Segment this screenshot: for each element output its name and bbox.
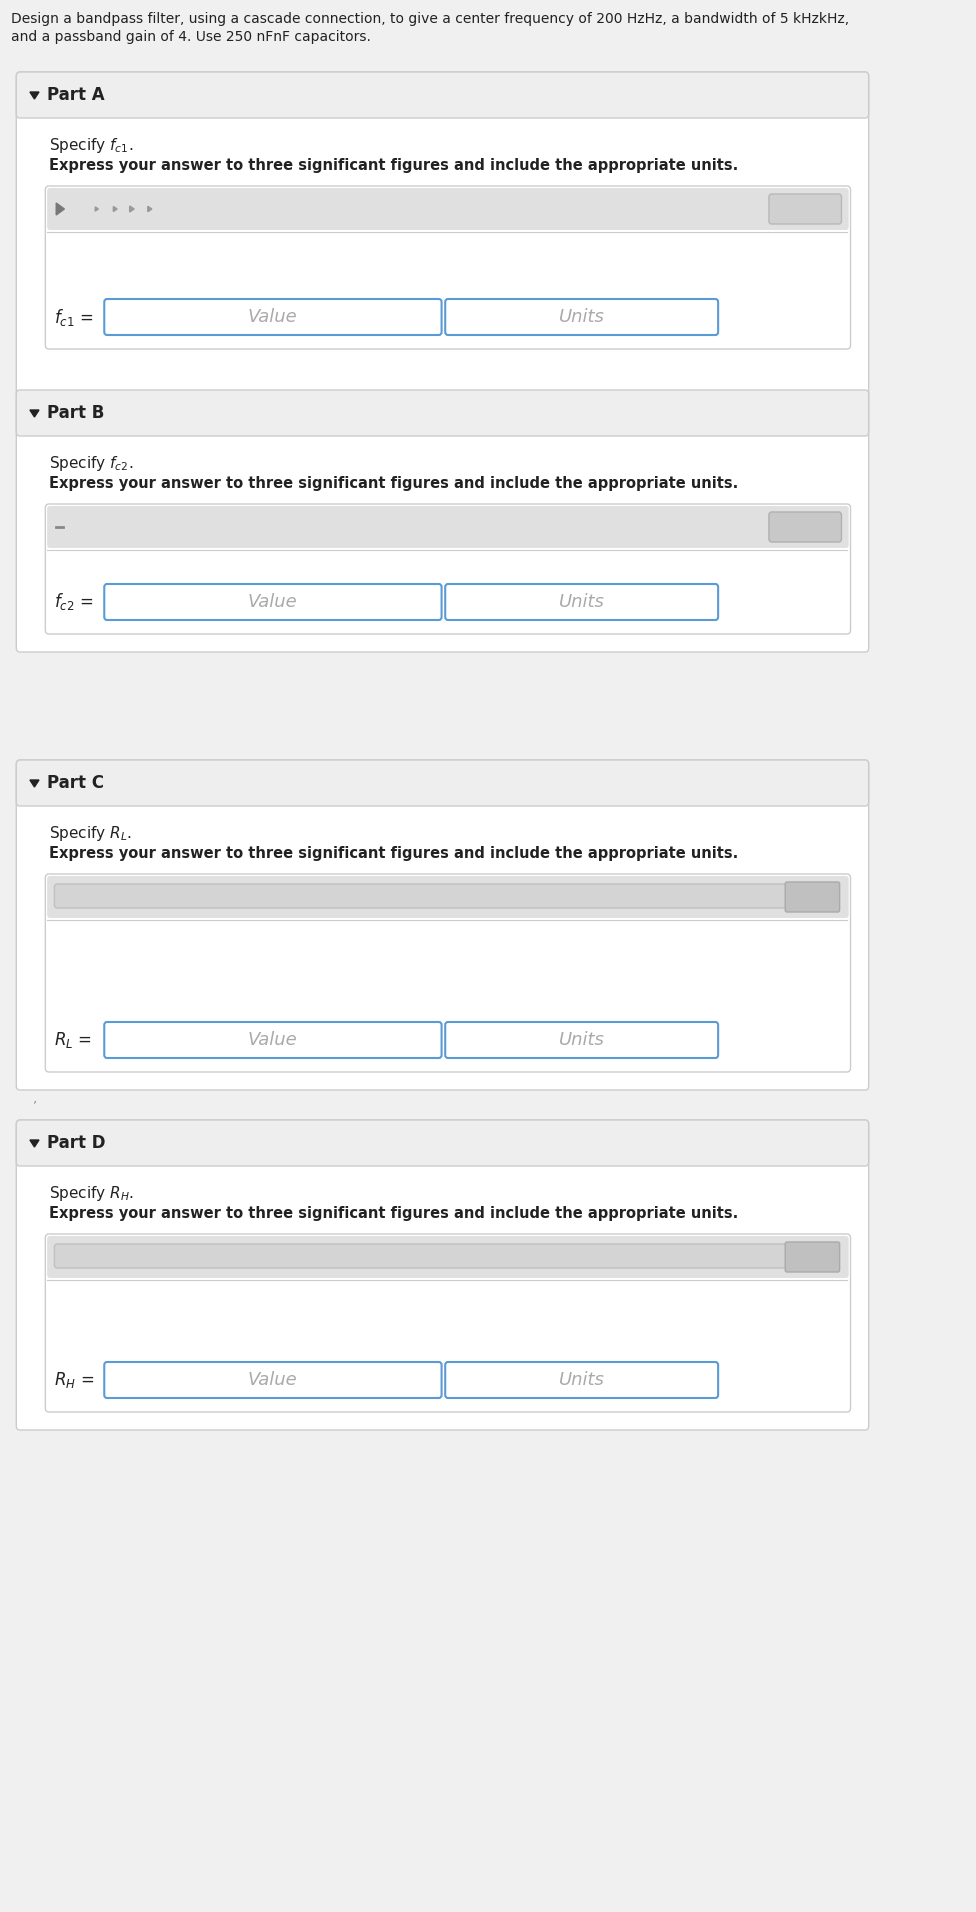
FancyBboxPatch shape [786, 1243, 839, 1271]
Text: Express your answer to three significant figures and include the appropriate uni: Express your answer to three significant… [49, 845, 738, 860]
Text: Units: Units [558, 593, 604, 612]
Text: Express your answer to three significant figures and include the appropriate uni: Express your answer to three significant… [49, 476, 738, 491]
FancyBboxPatch shape [55, 883, 787, 908]
Text: Specify $R_L$.: Specify $R_L$. [49, 824, 132, 843]
FancyBboxPatch shape [17, 1120, 869, 1166]
FancyBboxPatch shape [17, 759, 869, 807]
Polygon shape [113, 206, 117, 212]
Text: Specify $f_{c1}$.: Specify $f_{c1}$. [49, 136, 134, 155]
Text: $R_H$ =: $R_H$ = [55, 1371, 95, 1390]
FancyBboxPatch shape [17, 73, 869, 119]
Text: Part C: Part C [47, 774, 104, 792]
FancyBboxPatch shape [45, 185, 850, 350]
Text: Part D: Part D [47, 1134, 105, 1153]
Text: Specify $f_{c2}$.: Specify $f_{c2}$. [49, 453, 134, 472]
FancyBboxPatch shape [769, 193, 841, 224]
Polygon shape [30, 1140, 39, 1147]
Polygon shape [130, 206, 134, 212]
Text: $R_L$ =: $R_L$ = [55, 1031, 93, 1050]
Text: Units: Units [558, 308, 604, 327]
Text: Units: Units [558, 1031, 604, 1050]
FancyBboxPatch shape [47, 187, 849, 229]
FancyBboxPatch shape [104, 298, 441, 335]
Text: Value: Value [248, 1031, 298, 1050]
Polygon shape [147, 206, 152, 212]
Text: Express your answer to three significant figures and include the appropriate uni: Express your answer to three significant… [49, 1206, 738, 1222]
Text: Express your answer to three significant figures and include the appropriate uni: Express your answer to three significant… [49, 159, 738, 172]
FancyBboxPatch shape [47, 507, 849, 549]
FancyBboxPatch shape [55, 1245, 787, 1268]
Text: Design a bandpass filter, using a cascade connection, to give a center frequency: Design a bandpass filter, using a cascad… [11, 11, 849, 44]
Text: $f_{c1}$ =: $f_{c1}$ = [55, 306, 94, 327]
FancyBboxPatch shape [17, 390, 869, 436]
FancyBboxPatch shape [45, 505, 850, 635]
FancyBboxPatch shape [47, 1235, 849, 1277]
Text: Value: Value [248, 308, 298, 327]
Text: Specify $R_H$.: Specify $R_H$. [49, 1184, 134, 1203]
FancyBboxPatch shape [445, 1023, 718, 1057]
FancyBboxPatch shape [17, 759, 869, 1090]
Text: Part B: Part B [47, 403, 104, 423]
FancyBboxPatch shape [45, 1233, 850, 1411]
Polygon shape [30, 409, 39, 417]
FancyBboxPatch shape [104, 583, 441, 619]
Polygon shape [96, 206, 99, 210]
FancyBboxPatch shape [769, 512, 841, 541]
Polygon shape [30, 92, 39, 99]
Text: Value: Value [248, 1371, 298, 1388]
Text: $f_{c2}$ =: $f_{c2}$ = [55, 591, 94, 612]
FancyBboxPatch shape [104, 1023, 441, 1057]
FancyBboxPatch shape [445, 298, 718, 335]
Bar [17, 1096, 869, 1117]
FancyBboxPatch shape [445, 1361, 718, 1398]
FancyBboxPatch shape [45, 874, 850, 1073]
Polygon shape [57, 203, 64, 214]
Text: Value: Value [248, 593, 298, 612]
Text: Units: Units [558, 1371, 604, 1388]
FancyBboxPatch shape [47, 876, 849, 918]
Text: ’: ’ [32, 1099, 37, 1113]
FancyBboxPatch shape [17, 73, 869, 652]
FancyBboxPatch shape [445, 583, 718, 619]
Polygon shape [30, 780, 39, 788]
Text: Part A: Part A [47, 86, 104, 103]
FancyBboxPatch shape [104, 1361, 441, 1398]
FancyBboxPatch shape [786, 881, 839, 912]
FancyBboxPatch shape [17, 1120, 869, 1430]
